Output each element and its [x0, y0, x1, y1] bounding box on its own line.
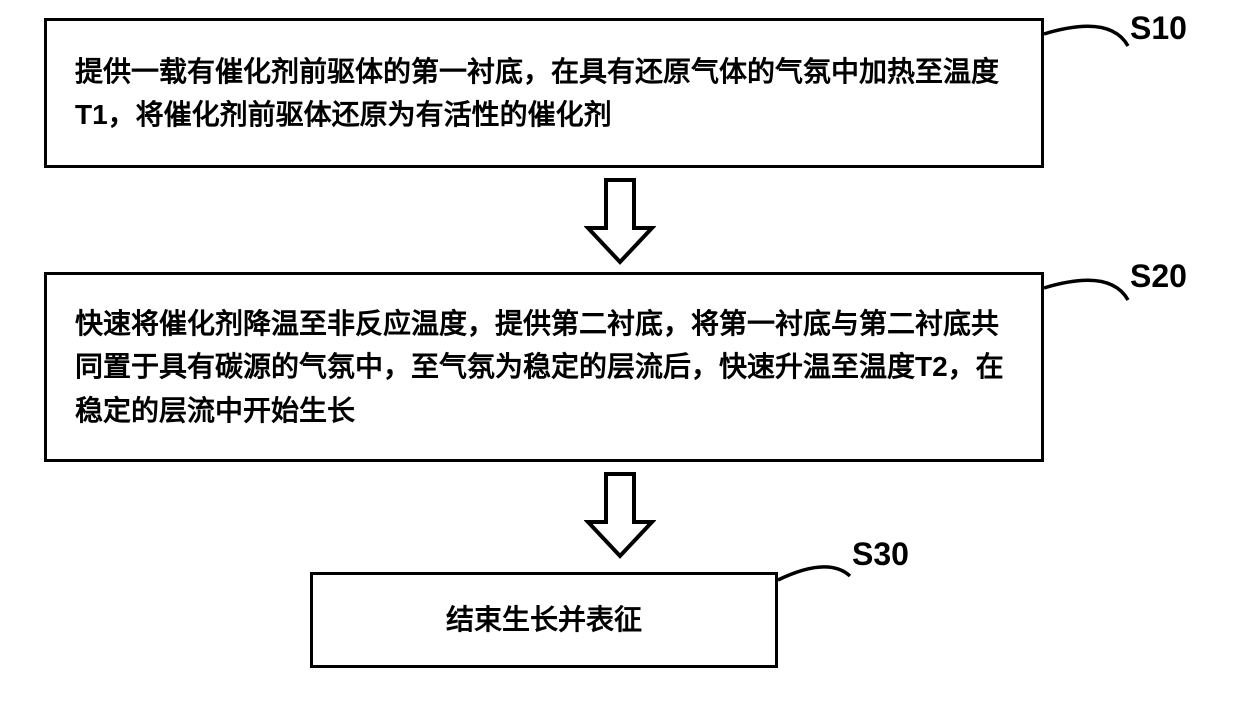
leader-line-s10	[1040, 10, 1132, 50]
step-text-s10: 提供一载有催化剂前驱体的第一衬底，在具有还原气体的气氛中加热至温度T1，将催化剂…	[75, 50, 1013, 137]
step-text-s20: 快速将催化剂降温至非反应温度，提供第二衬底，将第一衬底与第二衬底共同置于具有碳源…	[75, 302, 1013, 432]
step-label-s10: S10	[1130, 10, 1187, 47]
flow-arrow-2	[0, 470, 1239, 560]
flow-arrow-1	[0, 176, 1239, 266]
step-box-s20: 快速将催化剂降温至非反应温度，提供第二衬底，将第一衬底与第二衬底共同置于具有碳源…	[44, 272, 1044, 462]
step-text-s30: 结束生长并表征	[446, 598, 642, 641]
step-box-s10: 提供一载有催化剂前驱体的第一衬底，在具有还原气体的气氛中加热至温度T1，将催化剂…	[44, 18, 1044, 168]
flowchart-canvas: 提供一载有催化剂前驱体的第一衬底，在具有还原气体的气氛中加热至温度T1，将催化剂…	[0, 0, 1239, 709]
step-box-s30: 结束生长并表征	[310, 572, 778, 668]
leader-line-s20	[1040, 264, 1132, 304]
